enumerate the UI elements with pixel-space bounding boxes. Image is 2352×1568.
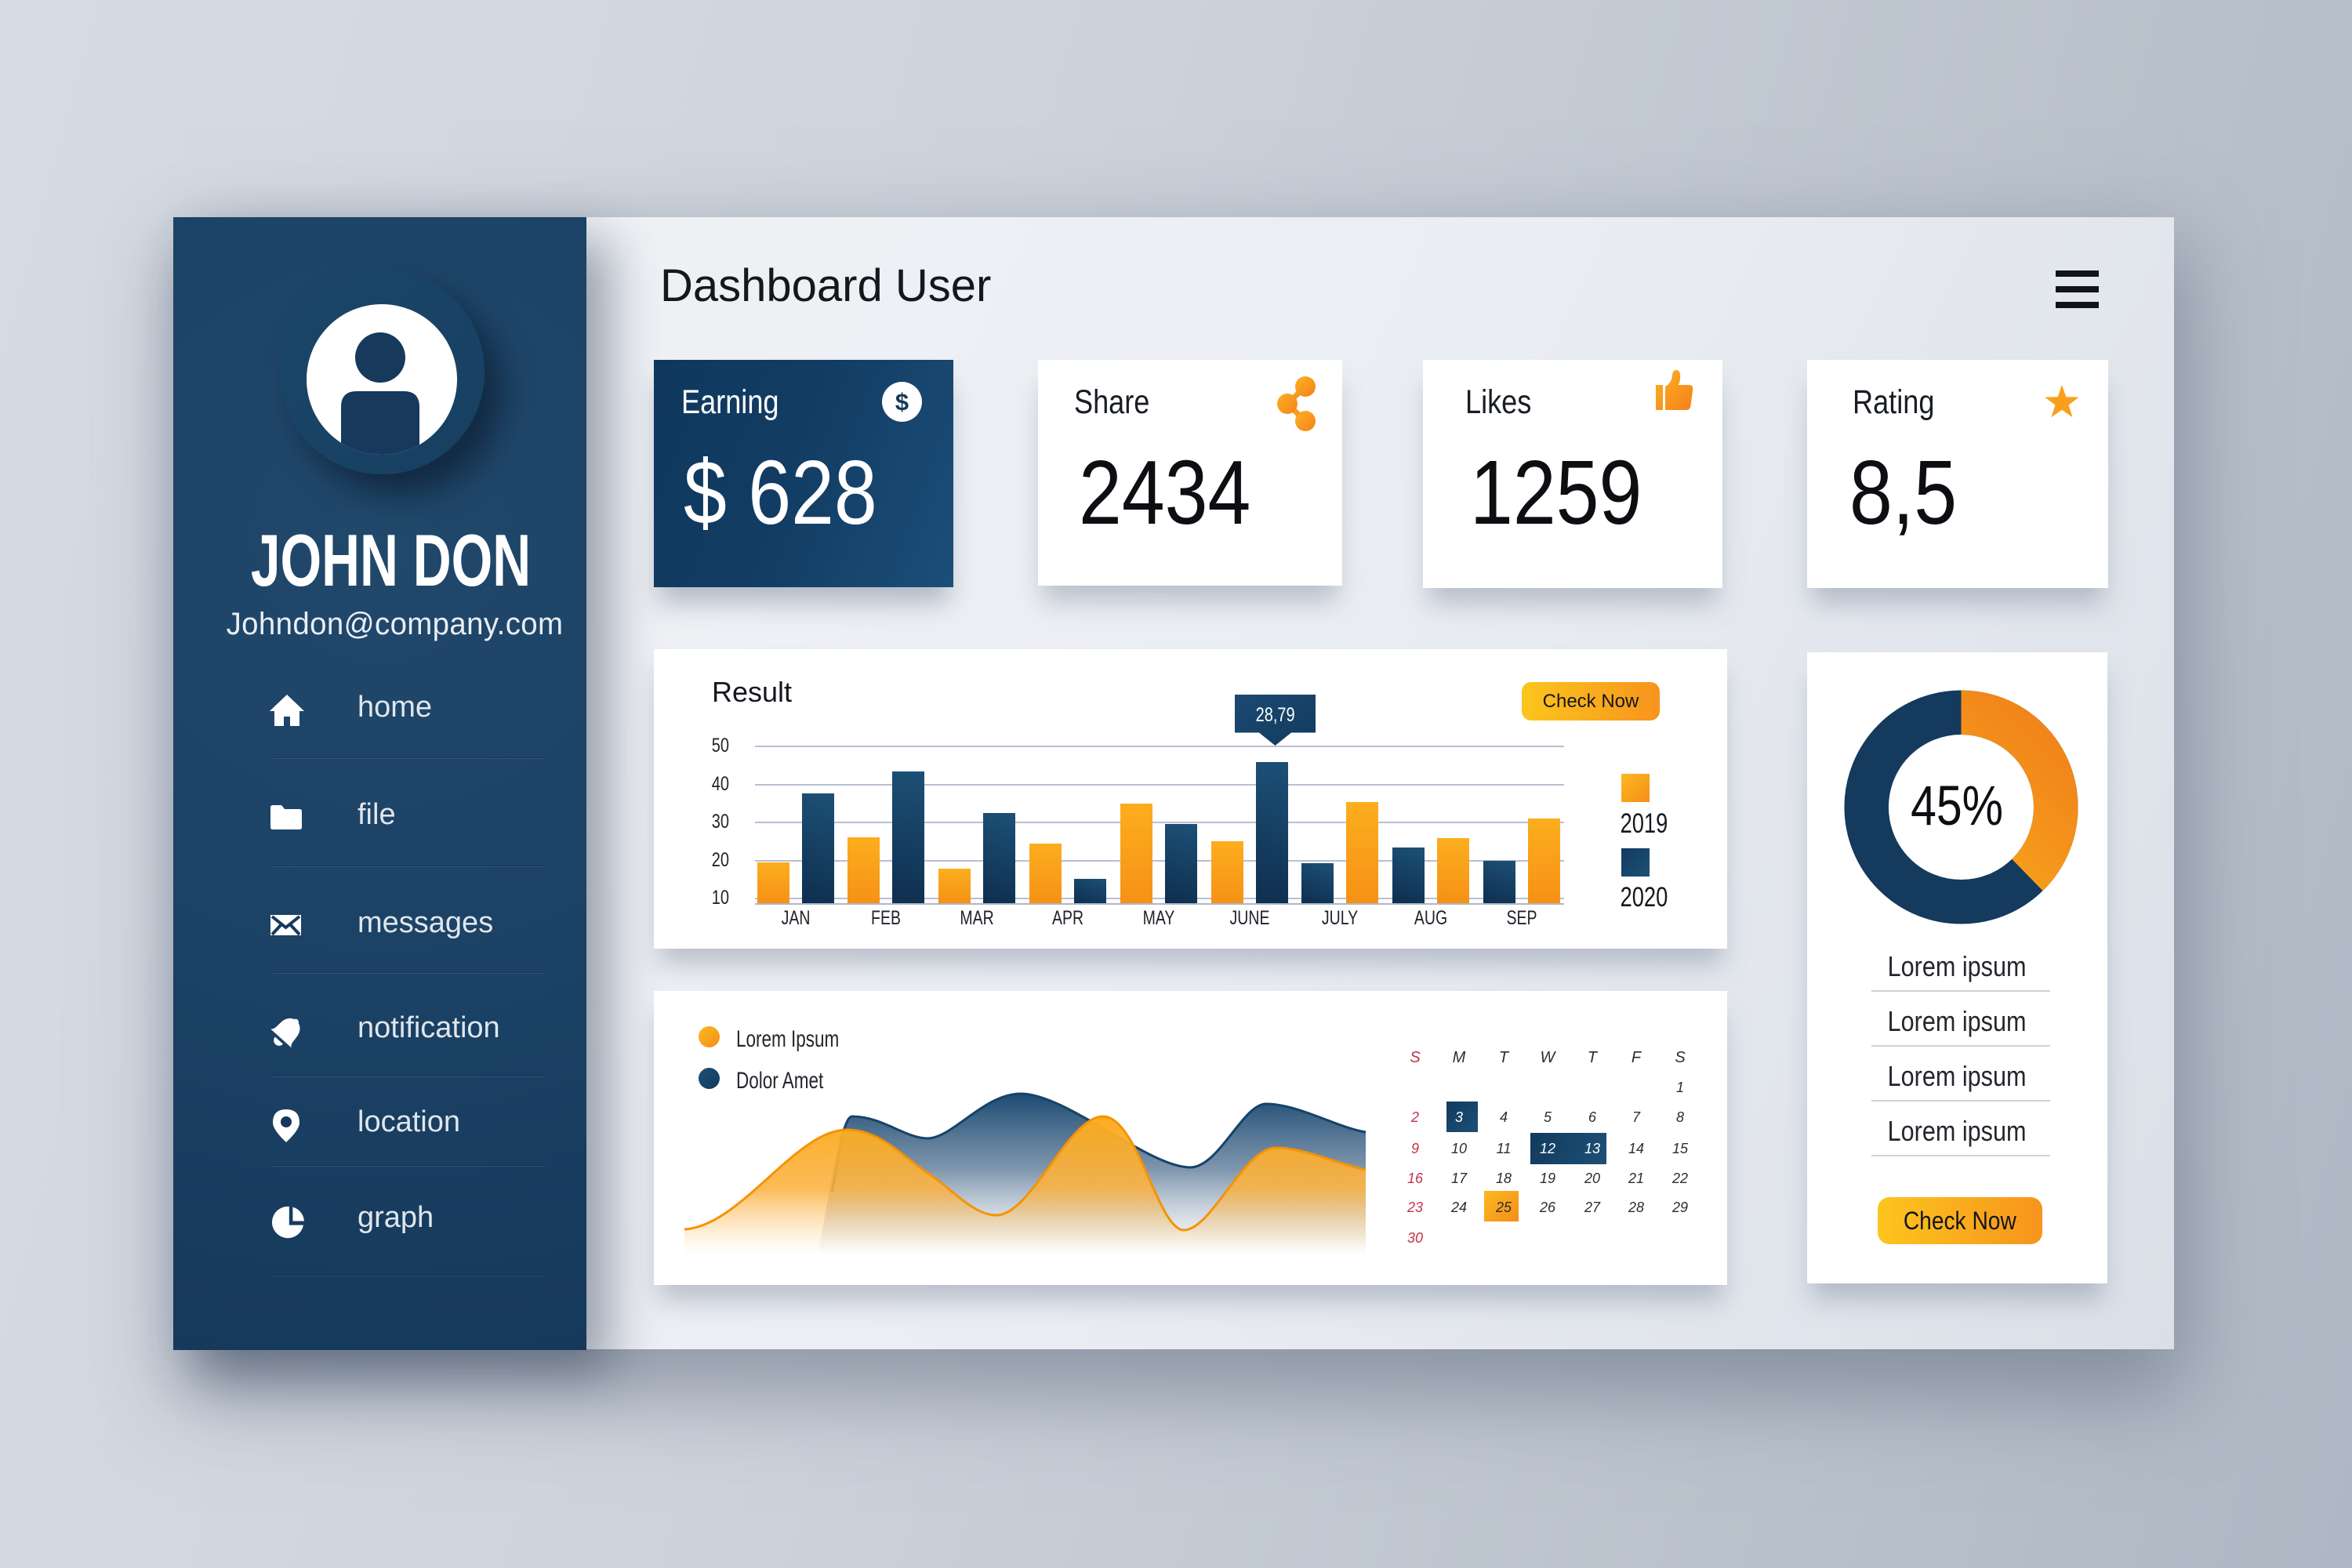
svg-text:28,79: 28,79	[1256, 704, 1295, 726]
